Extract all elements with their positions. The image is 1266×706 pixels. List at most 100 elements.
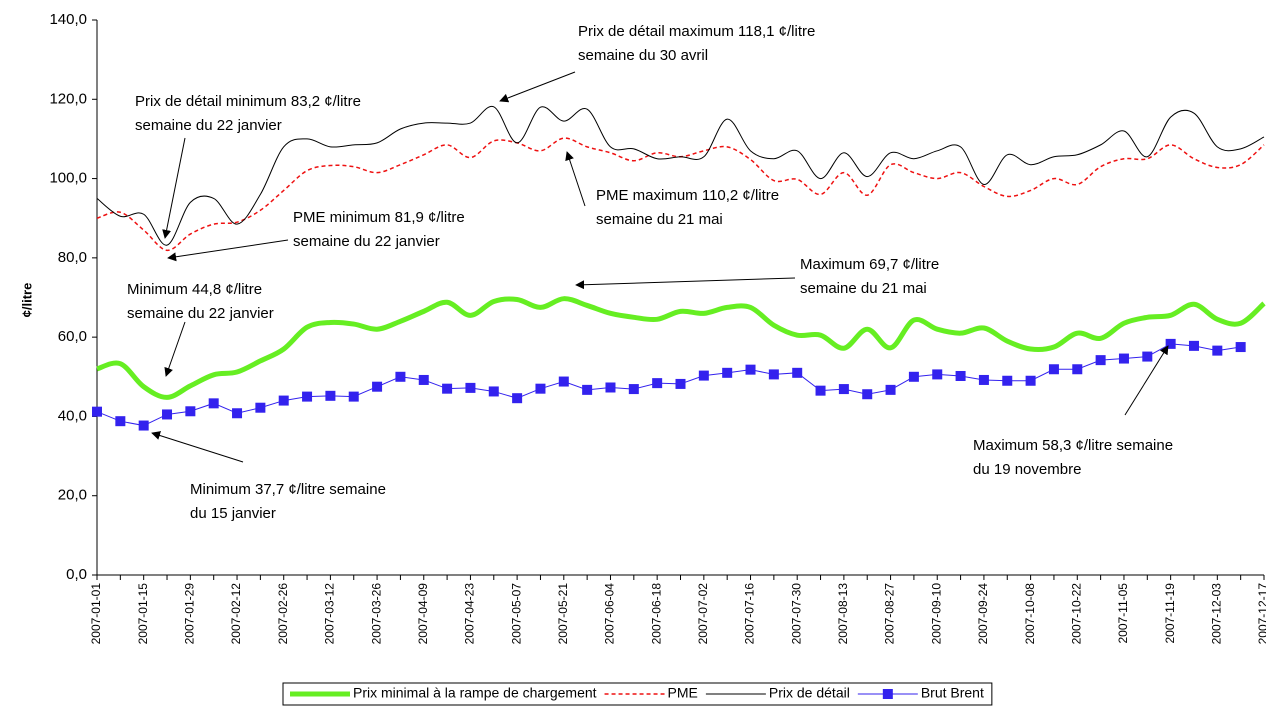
x-tick-label: 2007-03-26 xyxy=(369,583,383,645)
data-point xyxy=(1048,364,1059,375)
data-point xyxy=(302,391,313,402)
annotation-text: semaine du 22 janvier xyxy=(293,233,440,250)
data-point xyxy=(675,378,686,389)
x-tick-label: 2007-01-29 xyxy=(183,583,197,645)
x-tick-label: 2007-05-07 xyxy=(509,583,523,645)
data-point xyxy=(838,384,849,395)
x-tick-label: 2007-08-13 xyxy=(836,583,850,645)
x-tick-label: 2007-12-03 xyxy=(1209,583,1223,645)
annotation-text: semaine du 22 janvier xyxy=(127,305,274,322)
data-point xyxy=(92,406,102,417)
x-tick-label: 2007-08-27 xyxy=(883,583,897,645)
annotation-text: Prix de détail minimum 83,2 ¢/litre xyxy=(135,93,361,110)
data-point xyxy=(908,371,919,382)
annotation-text: du 19 novembre xyxy=(973,461,1081,478)
data-point xyxy=(115,416,126,427)
legend-label: Prix de détail xyxy=(769,685,850,701)
data-point xyxy=(1118,353,1129,364)
y-tick-label: 80,0 xyxy=(58,249,87,266)
data-point xyxy=(862,389,873,400)
data-point xyxy=(1188,340,1199,351)
data-point xyxy=(1235,342,1246,353)
annotation-arrow xyxy=(164,321,186,377)
data-point xyxy=(1095,355,1106,366)
data-point xyxy=(185,406,196,417)
legend-marker xyxy=(882,689,893,699)
data-point xyxy=(815,385,826,396)
legend-label: Brut Brent xyxy=(921,685,984,701)
x-tick-label: 2007-01-01 xyxy=(89,583,103,645)
x-tick-label: 2007-01-15 xyxy=(136,583,150,645)
data-point xyxy=(978,374,989,385)
data-point xyxy=(208,398,219,409)
x-tick-label: 2007-06-18 xyxy=(649,583,663,645)
annotation-text: PME minimum 81,9 ¢/litre xyxy=(293,209,465,226)
y-tick-label: 140,0 xyxy=(49,11,87,28)
y-tick-label: 40,0 xyxy=(58,407,87,424)
x-tick-label: 2007-07-30 xyxy=(789,583,803,645)
data-point xyxy=(535,383,546,394)
x-tick-label: 2007-07-16 xyxy=(743,583,757,645)
annotation-text: semaine du 30 avril xyxy=(578,47,708,64)
data-point xyxy=(1002,375,1013,386)
annotation-arrow xyxy=(162,137,186,239)
annotation-text: Minimum 37,7 ¢/litre semaine xyxy=(190,481,386,498)
x-tick-label: 2007-09-10 xyxy=(929,583,943,645)
data-point xyxy=(652,378,663,389)
x-tick-label: 2007-12-17 xyxy=(1256,583,1266,645)
annotation-arrow xyxy=(499,71,576,103)
y-tick-label: 60,0 xyxy=(58,328,87,345)
x-tick-label: 2007-06-04 xyxy=(603,583,617,645)
annotation-text: Minimum 44,8 ¢/litre xyxy=(127,281,262,298)
data-point xyxy=(558,376,569,387)
data-point xyxy=(722,367,733,378)
x-tick-label: 2007-11-19 xyxy=(1163,583,1177,644)
annotation-text: Prix de détail maximum 118,1 ¢/litre xyxy=(578,23,815,40)
data-point xyxy=(488,386,499,397)
x-tick-label: 2007-04-23 xyxy=(463,583,477,645)
legend-box xyxy=(282,682,993,706)
data-point xyxy=(745,364,756,375)
legend-label: PME xyxy=(668,685,698,701)
y-tick-label: 120,0 xyxy=(49,90,87,107)
data-point xyxy=(512,393,523,404)
annotation-text: semaine du 22 janvier xyxy=(135,117,282,134)
data-point xyxy=(582,384,593,395)
x-tick-label: 2007-02-26 xyxy=(276,583,290,645)
data-point xyxy=(372,381,383,392)
data-point xyxy=(325,390,336,401)
x-tick-label: 2007-03-12 xyxy=(323,583,337,645)
data-point xyxy=(792,367,803,378)
data-point xyxy=(395,371,406,382)
y-axis-label: ¢/litre xyxy=(19,283,34,318)
annotation-text: du 15 janvier xyxy=(190,505,276,522)
annotation-arrow xyxy=(167,239,289,262)
annotation-text: semaine du 21 mai xyxy=(800,280,927,297)
data-point xyxy=(628,384,639,395)
data-point xyxy=(932,369,943,380)
y-tick-label: 20,0 xyxy=(58,487,87,504)
annotation-arrow xyxy=(565,151,586,207)
data-point xyxy=(1212,345,1223,356)
data-point xyxy=(162,409,173,420)
data-point xyxy=(1165,338,1176,349)
data-point xyxy=(698,370,709,381)
annotation-text: Maximum 69,7 ¢/litre xyxy=(800,256,939,273)
x-tick-label: 2007-04-09 xyxy=(416,583,430,645)
x-tick-label: 2007-09-24 xyxy=(976,583,990,645)
data-point xyxy=(418,374,429,385)
annotation-text: Maximum 58,3 ¢/litre semaine xyxy=(973,437,1173,454)
x-tick-label: 2007-07-02 xyxy=(696,583,710,645)
data-point xyxy=(232,408,243,419)
series-line xyxy=(96,105,1265,246)
data-point xyxy=(348,391,359,402)
x-tick-label: 2007-10-22 xyxy=(1069,583,1083,645)
data-point xyxy=(465,382,476,393)
y-tick-label: 0,0 xyxy=(66,566,87,583)
data-point xyxy=(1072,364,1083,375)
annotation-arrow xyxy=(575,277,796,290)
annotation-arrow xyxy=(151,431,244,463)
data-point xyxy=(138,420,149,431)
data-point xyxy=(605,382,616,393)
